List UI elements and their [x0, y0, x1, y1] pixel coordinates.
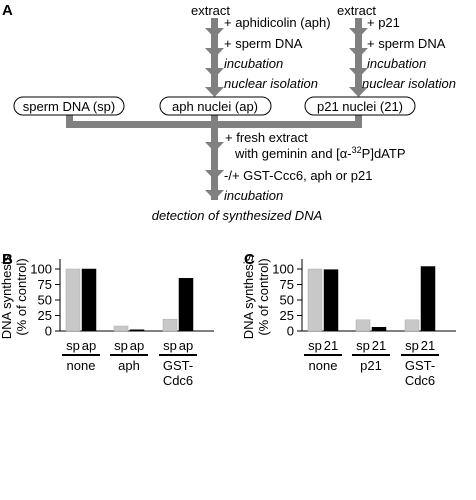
chart-b-y-tick-label: 100 — [30, 262, 52, 277]
chart-b-bar-label: ap — [82, 338, 96, 353]
chart-c-y-tick-label: 25 — [280, 308, 294, 323]
scheme-panel: A extract + aphidicolin (aph) + sperm DN… — [2, 2, 456, 223]
workflow-arrow-p21 — [349, 18, 368, 97]
chart-c-group-label: p21 — [360, 358, 382, 373]
chart-c-y-tick-label: 50 — [280, 293, 294, 308]
chart-c-bar-1-1 — [371, 327, 387, 332]
chart-c-y-tick-label: 0 — [287, 324, 294, 339]
chart-b-y-tick-label: 0 — [45, 324, 52, 339]
chart-b-y-tick-label: 50 — [38, 293, 52, 308]
chart-b-bar-label: sp — [163, 338, 177, 353]
chart-c-y-axis-label: DNA synthesis(% of control) — [241, 254, 271, 339]
col2-step-incubation: incubation — [367, 56, 426, 71]
chart-b-bar-0-1 — [81, 268, 97, 332]
chart-b-bar-label: sp — [66, 338, 80, 353]
col2-step-extract: extract — [337, 3, 376, 18]
chart-b-bar-2-1 — [178, 278, 194, 332]
col1-step-incubation: incubation — [224, 56, 283, 71]
chart-b-group-label: aph — [118, 358, 140, 373]
chart-c-group-label: Cdc6 — [405, 373, 435, 388]
panel-label-a: A — [2, 2, 13, 19]
col2-step-isolation: nuclear isolation — [362, 76, 456, 91]
chart-c-bar-0-1 — [323, 269, 339, 332]
step-gst-cdc6: -/+ GST-Ccc6, aph or p21 — [224, 168, 372, 183]
chart-c-bar-label: 21 — [372, 338, 386, 353]
col1-step-sperm: + sperm DNA — [224, 36, 303, 51]
aph-nuclei-box-label: aph nuclei (ap) — [172, 99, 258, 114]
chart-c-bar-label: 21 — [421, 338, 435, 353]
chart-b-panel-label: B — [2, 251, 13, 268]
chart-c-y-tick-label: 100 — [272, 262, 294, 277]
sperm-dna-box — [13, 96, 125, 116]
merge-connector — [66, 110, 362, 200]
chart-b-group-label: GST- — [163, 358, 193, 373]
col1-step-isolation: nuclear isolation — [224, 76, 318, 91]
col2-step-p21: + p21 — [367, 15, 400, 30]
chart-c-bar-2-1 — [420, 266, 436, 332]
chart-b-bar-1-0 — [113, 325, 129, 332]
step-detection: detection of synthesized DNA — [152, 208, 323, 223]
chart-c-bar-1-0 — [355, 319, 371, 332]
sperm-dna-box-label: sperm DNA (sp) — [23, 99, 115, 114]
chart-b-group-label: none — [67, 358, 96, 373]
chart-c-bar-label: sp — [356, 338, 370, 353]
chart-c-bar-label: 21 — [324, 338, 338, 353]
chart-b-bar-1-1 — [129, 329, 145, 332]
chart-b-bar-label: ap — [130, 338, 144, 353]
p21-nuclei-box-label: p21 nuclei (21) — [317, 99, 403, 114]
col1-step-extract: extract — [191, 3, 230, 18]
workflow-arrow-aph — [205, 18, 224, 97]
chart-b-y-tick-label: 75 — [38, 277, 52, 292]
chart-b-bar-0-0 — [65, 268, 81, 332]
chart-c-group-label: GST- — [405, 358, 435, 373]
p21-nuclei-box — [304, 96, 416, 116]
aph-nuclei-box — [159, 96, 272, 116]
col1-step-aphidicolin: + aphidicolin (aph) — [224, 15, 331, 30]
chart-c-bar-0-0 — [307, 268, 323, 332]
chart-c-bar-label: sp — [405, 338, 419, 353]
chart-b-bar-label: sp — [114, 338, 128, 353]
chart-c-panel-label: C — [244, 251, 255, 268]
step-incubation: incubation — [224, 188, 283, 203]
chart-b-y-tick-label: 25 — [38, 308, 52, 323]
step-geminin: with geminin and [α-32P]dATP — [234, 145, 406, 161]
chart-c-bar-label: sp — [308, 338, 322, 353]
step-fresh-extract: + fresh extract — [225, 130, 308, 145]
col2-step-sperm: + sperm DNA — [367, 36, 446, 51]
chart-c-group-label: none — [309, 358, 338, 373]
chart-b-bar-2-0 — [162, 318, 178, 332]
chart-c-y-tick-label: 75 — [280, 277, 294, 292]
chart-b-y-axis-label: DNA synthesis(% of control) — [0, 254, 29, 339]
chart-c-bar-2-0 — [404, 319, 420, 332]
chart-b-bar-label: ap — [179, 338, 193, 353]
chart-b-group-label: Cdc6 — [163, 373, 193, 388]
